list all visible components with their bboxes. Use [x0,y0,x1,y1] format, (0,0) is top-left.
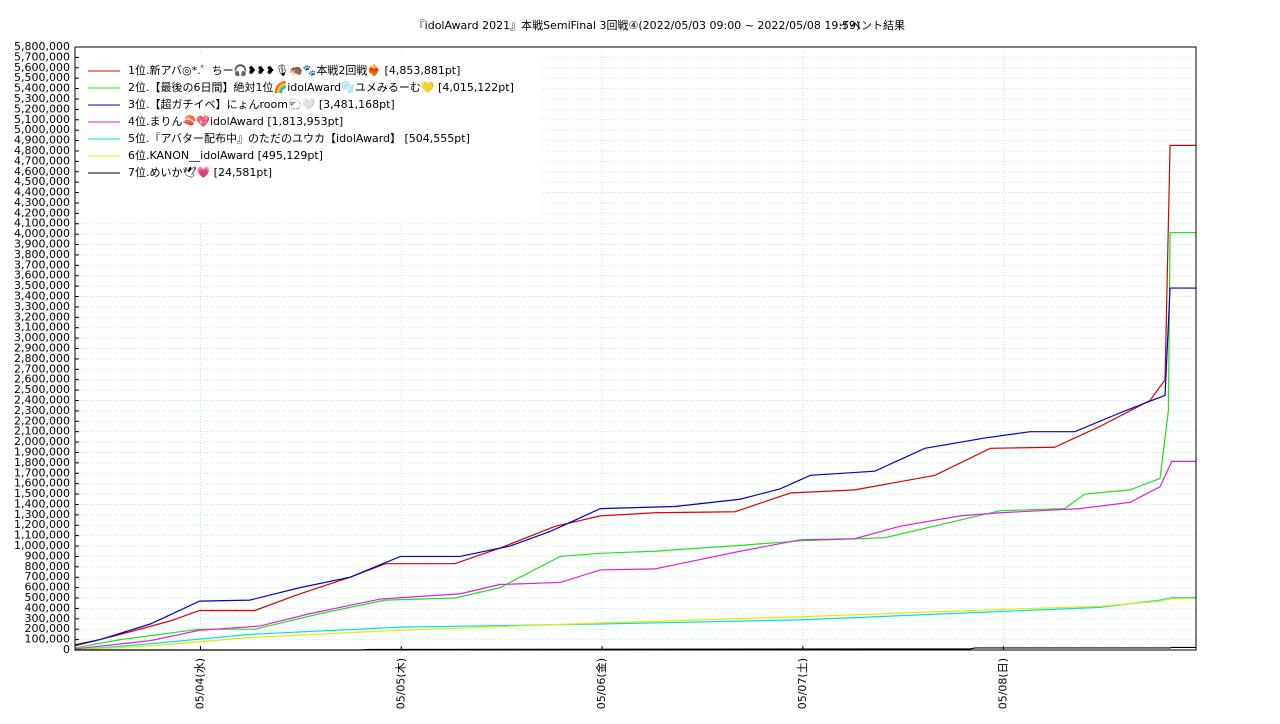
y-tick-label: 5,100,000 [14,113,70,126]
y-tick-label: 3,400,000 [14,290,70,303]
legend: 1位.新アバ◎*.゜ちー🎧❥❥❥🎙🦔🐾本戦2回戦❤️‍🔥 [4,853,881p… [88,63,514,179]
y-tick-label: 3,900,000 [14,238,70,251]
y-tick-label: 1,000,000 [14,539,70,552]
y-tick-label: 4,600,000 [14,165,70,178]
y-tick-label: 3,700,000 [14,258,70,271]
y-tick-label: 1,200,000 [14,518,70,531]
x-tick-label: 05/07(土) [796,658,809,709]
y-tick-label: 3,600,000 [14,269,70,282]
y-tick-label: 0 [63,643,70,656]
y-tick-label: 800,000 [25,560,71,573]
y-tick-label: 3,300,000 [14,300,70,313]
y-tick-label: 5,500,000 [14,71,70,84]
series-line [74,231,1196,649]
y-tick-label: 5,000,000 [14,123,70,136]
y-tick-label: 4,100,000 [14,217,70,230]
y-tick-label: 2,800,000 [14,352,70,365]
y-tick-label: 200,000 [25,622,71,635]
y-tick-label: 3,000,000 [14,331,70,344]
y-tick-label: 3,200,000 [14,310,70,323]
y-tick-label: 1,800,000 [14,456,70,469]
chart-subtitle: イベント結果 [839,18,905,32]
y-tick-label: 3,500,000 [14,279,70,292]
y-tick-label: 3,800,000 [14,248,70,261]
y-tick-label: 1,700,000 [14,466,70,479]
series-line [74,144,1196,647]
y-tick-label: 2,000,000 [14,435,70,448]
y-tick-label: 5,800,000 [14,40,70,53]
series-line [74,460,1196,650]
y-tick-label: 5,400,000 [14,82,70,95]
y-tick-label: 4,700,000 [14,154,70,167]
y-tick-label: 4,500,000 [14,175,70,188]
y-tick-label: 4,800,000 [14,144,70,157]
legend-label: 7位.めいか🕊💗 [24,581pt] [128,165,272,179]
y-tick-label: 5,300,000 [14,92,70,105]
legend-label: 1位.新アバ◎*.゜ちー🎧❥❥❥🎙🦔🐾本戦2回戦❤️‍🔥 [4,853,881p… [128,63,460,77]
y-tick-label: 2,100,000 [14,425,70,438]
y-tick-label: 2,400,000 [14,393,70,406]
y-tick-label: 900,000 [25,549,71,562]
legend-label: 2位.【最後の6日間】絶対1位🌈idolAward🫧ユメみるーむ💛 [4,015… [128,80,514,94]
y-tick-label: 700,000 [25,570,71,583]
x-tick-label: 05/05(木) [394,658,407,709]
y-tick-label: 5,600,000 [14,61,70,74]
y-tick-label: 1,500,000 [14,487,70,500]
y-tick-label: 2,300,000 [14,404,70,417]
y-tick-label: 2,900,000 [14,342,70,355]
y-tick-label: 300,000 [25,612,71,625]
y-tick-label: 5,700,000 [14,50,70,63]
y-tick-label: 1,900,000 [14,445,70,458]
y-tick-label: 4,900,000 [14,134,70,147]
y-tick-label: 1,100,000 [14,529,70,542]
lines [74,144,1196,651]
series-line [74,596,1196,651]
y-tick-label: 2,200,000 [14,414,70,427]
y-tick-label: 5,200,000 [14,102,70,115]
y-tick-label: 4,300,000 [14,196,70,209]
y-tick-label: 4,000,000 [14,227,70,240]
y-tick-label: 2,700,000 [14,362,70,375]
chart-title: 『idolAward 2021』本戦SemiFinal 3回戦④(2022/05… [414,18,861,32]
legend-box [77,55,543,223]
y-tick-label: 1,600,000 [14,477,70,490]
y-tick-label: 400,000 [25,601,71,614]
y-tick-label: 600,000 [25,581,71,594]
y-tick-label: 500,000 [25,591,71,604]
legend-label: 6位.KANON__idolAward [495,129pt] [128,148,323,162]
x-tick-label: 05/08(日) [997,658,1010,709]
axes: 0100,000200,000300,000400,000500,000600,… [14,40,1010,709]
x-tick-label: 05/04(水) [193,658,206,709]
y-tick-label: 2,600,000 [14,373,70,386]
legend-label: 3位.【超ガチイベ】にょんroom🐑🤍 [3,481,168pt] [128,97,395,111]
legend-label: 5位.『アバター配布中』のただのユウカ【idolAward】 [504,555p… [128,131,470,145]
y-tick-label: 2,500,000 [14,383,70,396]
x-tick-label: 05/06(金) [594,658,608,709]
y-tick-label: 4,200,000 [14,206,70,219]
y-tick-label: 1,400,000 [14,497,70,510]
y-tick-label: 1,300,000 [14,508,70,521]
y-tick-label: 3,100,000 [14,321,70,334]
series-line [74,597,1196,651]
series-line [74,287,1196,646]
legend-label: 4位.まりん🍣💖idolAward [1,813,953pt] [128,114,343,128]
y-tick-label: 4,400,000 [14,186,70,199]
y-tick-label: 100,000 [25,633,71,646]
